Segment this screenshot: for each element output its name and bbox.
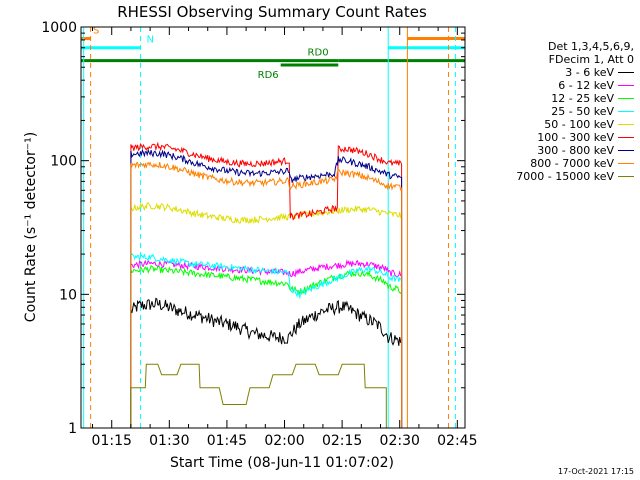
legend-entry-swatch xyxy=(618,137,634,138)
y-tick-label: 1 xyxy=(68,421,77,437)
x-tick-label: 02:15 xyxy=(322,433,362,449)
legend-entry: 50 - 100 keV xyxy=(464,118,634,131)
x-tick-label: 01:30 xyxy=(149,433,189,449)
legend-entry-swatch xyxy=(618,150,634,151)
chart-title: RHESSI Observing Summary Count Rates xyxy=(117,3,427,21)
y-tick-label: 1000 xyxy=(41,20,77,36)
legend-entry: 800 - 7000 keV xyxy=(464,157,634,170)
series-line xyxy=(130,253,403,428)
legend-entry: 100 - 300 keV xyxy=(464,131,634,144)
series-line xyxy=(130,161,403,428)
legend-entry: 7000 - 15000 keV xyxy=(464,170,634,183)
series-line xyxy=(130,148,403,428)
x-tick-label: 02:30 xyxy=(380,433,420,449)
state-bar-label: S xyxy=(93,26,99,37)
legend-entry-label: 12 - 25 keV xyxy=(551,92,614,105)
y-tick-label: 100 xyxy=(50,154,77,170)
legend-entry-swatch xyxy=(618,124,634,125)
series-lines xyxy=(130,141,403,428)
series-line xyxy=(130,363,387,428)
legend-entry-label: 3 - 6 keV xyxy=(565,66,614,79)
legend-entry: 12 - 25 keV xyxy=(464,92,634,105)
legend-entry-label: 300 - 800 keV xyxy=(537,144,614,157)
legend-entry-label: 7000 - 15000 keV xyxy=(516,170,614,183)
y-axis-ticks: 1 10 100 1000 xyxy=(41,20,465,437)
legend-entry-label: 100 - 300 keV xyxy=(537,131,614,144)
plot-frame xyxy=(80,26,466,429)
legend-entry-label: 50 - 100 keV xyxy=(544,118,614,131)
x-axis-label: Start Time (08-Jun-11 01:07:02) xyxy=(170,455,394,471)
legend-entry-swatch xyxy=(618,111,634,112)
legend-header-line-1: Det 1,3,4,5,6,9, xyxy=(547,40,634,53)
legend-entry: 300 - 800 keV xyxy=(464,144,634,157)
state-bar-label: RD6 xyxy=(258,70,279,81)
state-bars: S N RD0 RD6 xyxy=(81,26,465,81)
x-axis-ticks: 01:15 01:30 01:45 02:00 02:15 02:30 02:45 xyxy=(92,27,477,449)
x-tick-label: 01:15 xyxy=(92,433,132,449)
state-bar-label: RD0 xyxy=(308,48,329,59)
legend-entry-swatch xyxy=(618,98,634,99)
series-line xyxy=(130,141,403,428)
x-tick-label: 02:00 xyxy=(264,433,304,449)
vertical-markers xyxy=(83,27,456,428)
generation-timestamp: 17-Oct-2021 17:15 xyxy=(558,467,634,476)
legend-entry-swatch xyxy=(618,85,634,86)
series-line xyxy=(130,297,403,428)
legend-entry-swatch xyxy=(618,72,634,73)
legend-entry-swatch xyxy=(618,163,634,164)
series-line xyxy=(130,202,403,428)
legend-entry-label: 6 - 12 keV xyxy=(558,79,614,92)
legend-entry: 25 - 50 keV xyxy=(464,105,634,118)
legend-entry: 6 - 12 keV xyxy=(464,79,634,92)
x-tick-label: 01:45 xyxy=(207,433,247,449)
legend-entry-swatch xyxy=(618,176,634,177)
state-bar-label: N xyxy=(147,35,154,46)
legend: Det 1,3,4,5,6,9, FDecim 1, Att 0 3 - 6 k… xyxy=(464,40,634,183)
y-tick-label: 10 xyxy=(59,287,77,303)
legend-header-line-2: FDecim 1, Att 0 xyxy=(548,53,634,66)
legend-entry: 3 - 6 keV xyxy=(464,66,634,79)
legend-rows: 3 - 6 keV 6 - 12 keV 12 - 25 keV 25 - 50 ke… xyxy=(464,66,634,183)
legend-entry-label: 800 - 7000 keV xyxy=(530,157,614,170)
x-tick-label: 02:45 xyxy=(437,433,477,449)
legend-entry-label: 25 - 50 keV xyxy=(551,105,614,118)
y-axis-label: Count Rate (s⁻¹ detector⁻¹) xyxy=(23,132,39,322)
